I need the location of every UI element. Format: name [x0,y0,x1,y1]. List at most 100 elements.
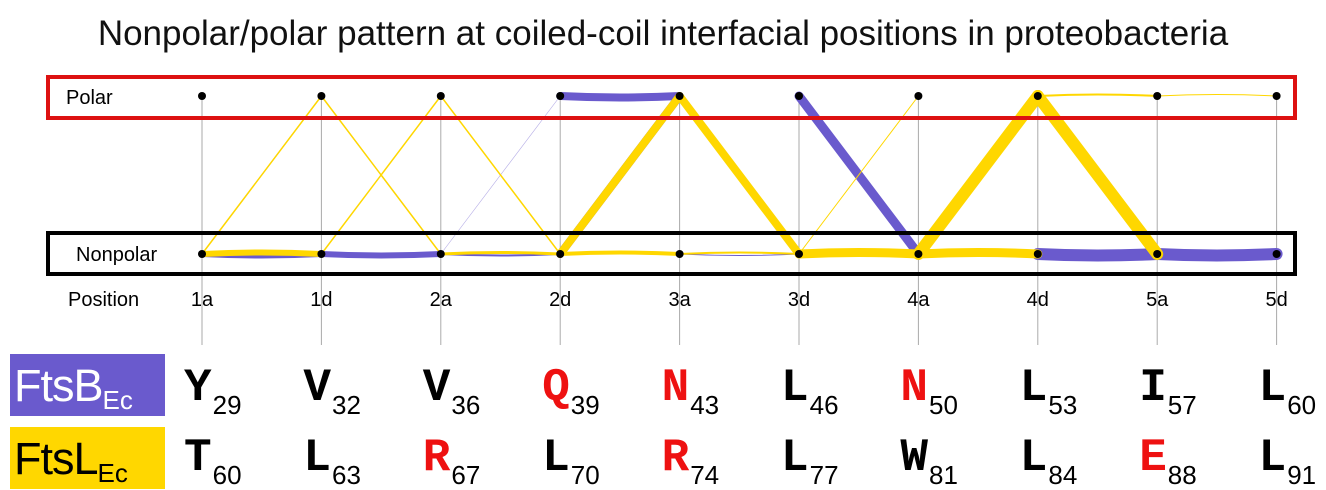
ftsl-edge [558,250,682,256]
residue-number: 57 [1167,390,1197,420]
ftsl-edge [199,249,325,257]
residue-letter: L [1019,432,1048,484]
residue-letter: N [661,362,690,414]
nonpolar-dot-2d [556,250,565,258]
ftsb-residue: I57 [1139,362,1259,420]
ftsl-residue: L63 [303,432,423,490]
position-labels: 1a 1d 2a 2d 3a 3d 4a 4d 5a 5d [191,289,1288,311]
ftsl-edge [440,95,561,255]
residue-letter: Y [184,362,212,414]
residue-number: 39 [570,390,600,420]
polar-dot-3a [675,92,684,100]
residue-number: 84 [1048,460,1078,490]
residue-number: 60 [212,460,242,490]
ftsl-residue: W81 [900,432,1020,490]
residue-letter: T [184,432,212,484]
ftsl-name: FtsLEc [14,433,128,489]
residue-number: 88 [1167,460,1197,490]
ftsb-residue: V32 [303,362,423,420]
nonpolar-dot-3a [675,250,684,258]
residue-letter: L [1258,432,1287,484]
residue-number: 91 [1287,460,1317,490]
residue-number: 60 [1287,390,1317,420]
residue-letter: L [303,432,331,484]
ftsb-edge [318,251,444,259]
residue-number: 46 [809,390,839,420]
ftsl-edge [678,251,800,255]
diagram-title: Nonpolar/polar pattern at coiled-coil in… [97,14,1229,53]
ftsl-residue: R67 [422,432,543,490]
residue-number: 53 [1048,390,1078,420]
ftsb-edge [1151,248,1283,262]
position-label-1d: 1d [310,289,332,311]
residue-letter: L [781,362,809,414]
residue-letter: V [303,362,331,414]
position-label-1a: 1a [191,289,214,311]
residue-letter: V [422,362,451,414]
ftsb-name-subscript: Ec [102,385,133,415]
polar-dot-2d [556,92,565,100]
ftsb-residue: Y29 [184,362,304,420]
ftsl-edge [912,90,1044,260]
position-label-3a: 3a [668,289,691,311]
position-header: Position [68,289,139,311]
residue-letter: R [422,432,451,484]
ftsl-edge [798,95,919,255]
ftsb-edge [679,253,800,256]
nonpolar-dot-2a [436,250,445,258]
transition-diagram: Polar Nonpolar Position 1a 1d 2a 2d 3a 3d 4a 4d… [46,75,1297,345]
state-dots [198,92,1281,258]
residue-letter: L [1019,362,1048,414]
ftsb-name: FtsBEc [14,360,133,416]
ftsl-label-box: FtsLEc [10,427,165,489]
ftsl-edge [1036,93,1159,97]
residue-number: 32 [332,390,361,420]
position-label-4a: 4a [907,289,930,311]
ftsb-residue: L46 [781,362,901,420]
polar-dot-5d [1272,92,1281,100]
ftsb-residue: L60 [1258,362,1326,420]
residue-number: 29 [212,390,242,420]
polar-row-box [46,75,1297,120]
residue-number: 77 [809,460,839,490]
position-label-2a: 2a [430,289,453,311]
residue-number: 67 [451,460,481,490]
ftsb-edge [1031,248,1164,262]
polar-dot-3d [795,92,803,100]
ftsl-residue: L77 [781,432,901,490]
ftsl-residue: R74 [661,432,782,490]
nonpolar-row-box [46,231,1297,276]
ftsl-edge [1031,90,1164,260]
ftsb-residue: N50 [900,362,1020,420]
ftsl-edge [439,251,562,256]
residue-number: 63 [332,460,361,490]
transition-edges [199,90,1283,262]
ftsb-edge [556,92,684,102]
polar-dot-1d [317,92,326,100]
residue-letter: L [1258,362,1287,414]
nonpolar-dot-5a [1153,250,1162,258]
position-label-3d: 3d [788,289,810,311]
residue-letter: N [900,362,928,414]
ftsl-edge [201,95,323,255]
residue-number: 36 [451,390,481,420]
ftsb-residue: L53 [1019,362,1140,420]
ftsb-residue: Q39 [542,362,662,420]
polar-dot-5a [1153,92,1162,100]
ftsl-residue: L91 [1258,432,1326,490]
nonpolar-row-label: Nonpolar [76,244,158,266]
residue-letter: Q [542,362,570,414]
ftsb-residue: V36 [422,362,543,420]
ftsl-residue: E88 [1139,432,1259,490]
nonpolar-dot-4d [1033,250,1042,258]
ftsl-edge [1156,94,1278,97]
polar-row-label: Polar [66,87,113,109]
ftsl-residue: L84 [1019,432,1140,490]
ftsb-label-box: FtsBEc [10,354,165,416]
polar-dot-4a [914,92,923,100]
residue-letter: R [661,432,690,484]
nonpolar-dot-4a [914,250,923,258]
position-gridlines [201,96,1278,345]
ftsl-edge [913,248,1043,259]
residue-number: 74 [690,460,720,490]
